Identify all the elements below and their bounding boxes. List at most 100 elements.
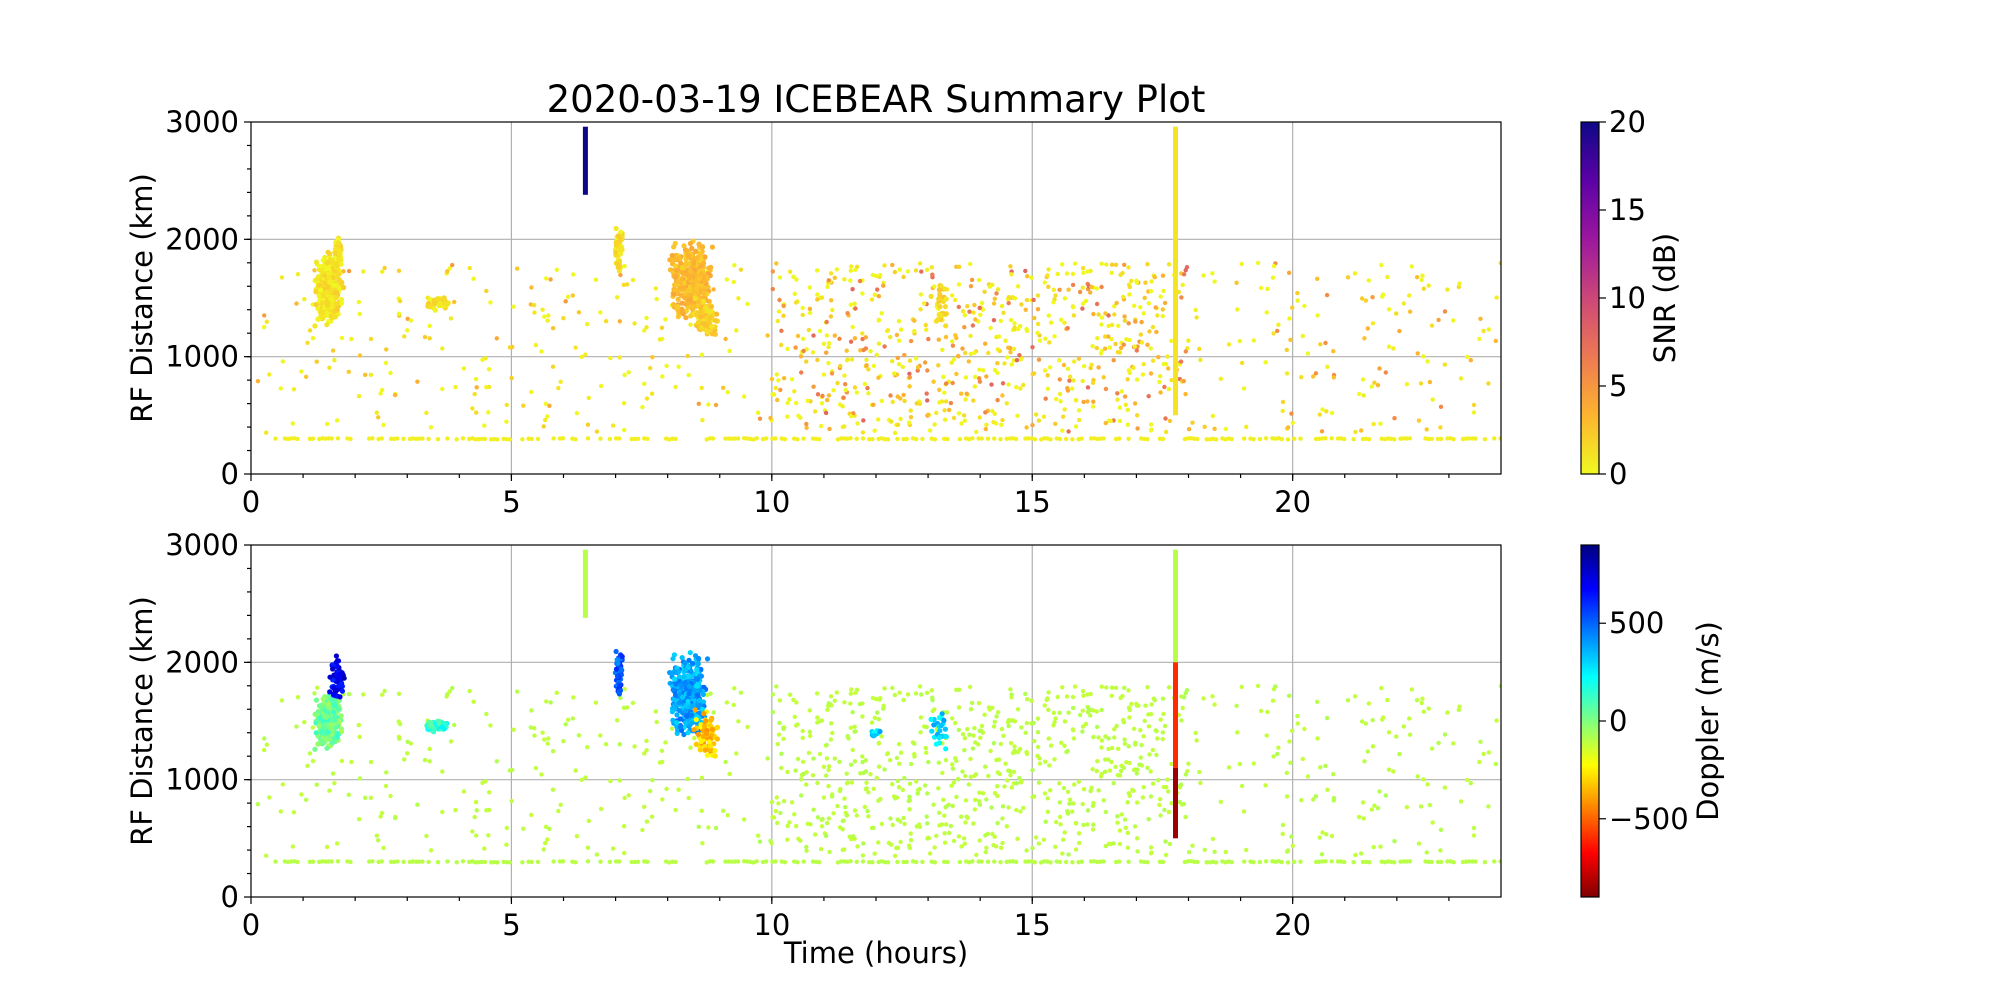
data-point [382,688,387,694]
data-point [861,841,866,846]
data-point [1148,422,1154,427]
data-point [1381,292,1386,297]
data-point [642,328,647,333]
data-point [348,436,353,442]
data-point [734,751,739,756]
data-point [971,398,976,403]
data-point [977,799,982,804]
data-point [1109,685,1115,690]
data-point [675,296,681,302]
data-point [1279,436,1284,442]
data-point [312,323,318,329]
data-point [826,393,832,398]
data-point [337,694,343,700]
data-point [799,370,804,375]
data-point [1202,424,1207,429]
data-point [1010,718,1015,723]
data-point [1324,832,1329,837]
data-point [302,297,307,302]
data-point [807,708,812,713]
data-point [871,402,876,407]
data-point [267,372,272,377]
data-point [405,751,410,756]
data-point [616,264,622,270]
data-point [888,816,893,821]
data-point [1080,285,1086,290]
data-point [1212,702,1217,707]
data-point [1066,852,1071,857]
data-point [294,301,299,306]
data-point [781,726,786,732]
data-point [976,436,981,441]
data-point [484,385,489,390]
data-point [959,421,964,426]
data-point [685,698,691,704]
data-point [548,700,553,705]
data-point [1131,788,1136,793]
data-point [427,746,432,752]
data-point [828,314,834,319]
data-point [696,401,701,406]
data-point [1139,763,1145,768]
data-point [745,301,750,307]
data-point [697,251,703,257]
data-point [1178,359,1184,364]
data-point [995,793,1000,799]
data-point [546,313,551,318]
data-point [1103,334,1108,339]
data-point [603,742,609,747]
data-point [1057,377,1063,382]
data-point [1059,740,1064,745]
data-point [542,314,547,319]
data-point [978,312,983,317]
data-point [1076,779,1082,784]
data-point [1058,822,1063,827]
data-point [807,306,813,312]
data-point [842,700,847,705]
data-point [738,267,744,272]
data-point [827,849,832,855]
data-point [1415,774,1420,779]
data-point [613,249,619,255]
data-point [273,436,278,441]
data-point [667,670,673,676]
data-point [1478,316,1483,321]
data-point [1362,759,1367,764]
data-point [1458,799,1464,804]
data-point [823,833,829,839]
data-point [1019,302,1024,307]
data-point [303,797,309,802]
data-point [1183,772,1189,777]
data-point [290,844,295,849]
data-point [1063,436,1069,442]
data-point [907,384,912,389]
data-point [992,296,997,301]
data-point [1229,436,1234,442]
data-point [852,336,858,341]
data-point [396,734,402,739]
data-point [976,277,982,283]
data-point [985,859,991,864]
data-point [598,733,603,738]
data-point [677,716,684,722]
data-point [842,436,847,441]
data-point [1061,785,1067,791]
data-point [988,325,993,331]
data-point [420,859,425,864]
data-point [540,307,545,312]
data-point [834,267,839,272]
data-point [1072,782,1077,787]
data-point [1407,716,1412,721]
colorbar-tick-label: −500 [1609,802,1689,836]
data-point [1146,817,1151,822]
data-point [729,436,734,441]
data-point [865,385,870,391]
data-point [470,406,475,411]
data-point [1123,825,1129,830]
data-point [984,374,989,379]
data-point [1025,697,1030,702]
data-point [1210,413,1216,419]
data-point [1342,859,1347,865]
data-point [1186,427,1192,432]
